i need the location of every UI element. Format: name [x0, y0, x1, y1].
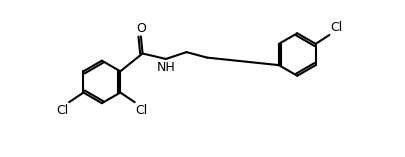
Text: Cl: Cl [329, 21, 341, 34]
Text: NH: NH [156, 61, 175, 74]
Text: Cl: Cl [135, 103, 147, 116]
Text: Cl: Cl [56, 103, 68, 116]
Text: O: O [136, 22, 145, 35]
